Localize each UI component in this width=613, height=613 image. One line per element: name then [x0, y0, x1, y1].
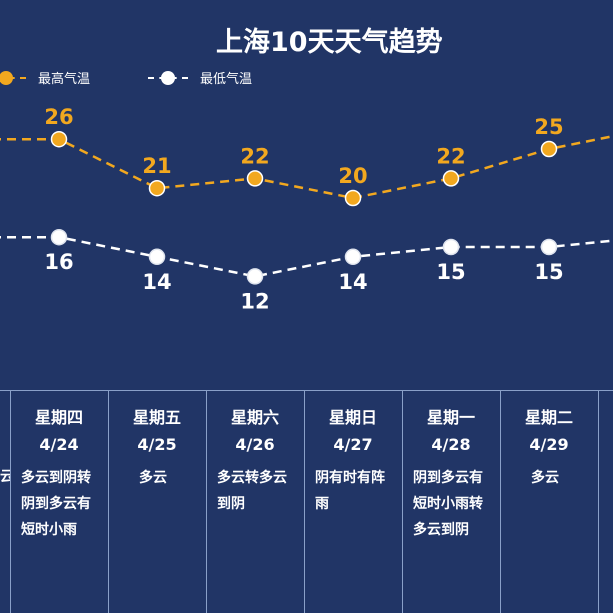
table-top-border — [0, 390, 613, 391]
weather-line: 多云到阴转 — [21, 470, 91, 486]
legend-high-swatch — [0, 70, 26, 85]
legend-low-swatch — [148, 70, 188, 85]
low-temp-label: 15 — [436, 260, 465, 284]
date-label: 4/28 — [431, 435, 471, 454]
forecast-day-column: 星期六 4/26 多云转多云 到阴 — [207, 390, 303, 613]
high-temp-line — [0, 134, 613, 200]
forecast-day-column: 星期二 4/29 多云 — [501, 390, 597, 613]
high-temp-point — [50, 130, 68, 148]
low-temp-point — [540, 238, 558, 256]
temperature-line-chart: 26 21 22 20 22 25 16 14 12 14 15 15 — [0, 105, 613, 313]
table-column-divider — [206, 390, 207, 613]
forecast-day-column: 星期日 4/27 阴有时有阵 雨 — [305, 390, 401, 613]
weather-description: 阴有时有阵 雨 — [315, 465, 397, 517]
low-temp-label: 16 — [44, 250, 73, 274]
low-temp-label: 15 — [534, 260, 563, 284]
high-temp-point — [344, 189, 362, 207]
low-temp-point — [50, 228, 68, 246]
high-temp-label: 22 — [240, 144, 269, 168]
high-temp-label: 22 — [436, 144, 465, 168]
weather-description: 多云 — [531, 465, 593, 491]
weather-line: 阴到多云有 — [21, 496, 91, 512]
table-column-divider — [10, 390, 11, 613]
date-label: 4/25 — [137, 435, 177, 454]
low-temp-point — [344, 248, 362, 266]
weekday-label: 星期日 — [328, 408, 377, 427]
low-temp-label: 14 — [338, 270, 367, 294]
weather-line: 阴到多云有 — [413, 470, 483, 486]
weekday-label: 星期一 — [426, 408, 475, 427]
weekday-label: 星期四 — [34, 408, 83, 427]
date-label: 4/29 — [529, 435, 569, 454]
weather-line: 短时小雨转 — [413, 496, 483, 512]
table-column-divider — [598, 390, 599, 613]
weather-line: 阴有时有阵 — [315, 470, 385, 486]
low-temp-line — [0, 235, 613, 278]
weather-line: 雨 — [315, 496, 329, 512]
weather-description: 阴到多云有 短时小雨转 多云到阴 — [413, 465, 495, 543]
low-temp-point — [442, 238, 460, 256]
high-temp-label: 21 — [142, 154, 171, 178]
table-column-divider — [500, 390, 501, 613]
forecast-day-column: 星期一 4/28 阴到多云有 短时小雨转 多云到阴 — [403, 390, 499, 613]
weather-line: 多云 — [531, 470, 559, 486]
weather-description: 多云到阴转 阴到多云有 短时小雨 — [21, 465, 103, 543]
weather-description: 多云转多云 到阴 — [217, 465, 299, 517]
forecast-day-column: 星期五 4/25 多云 — [109, 390, 205, 613]
table-column-divider — [304, 390, 305, 613]
date-label: 4/24 — [39, 435, 79, 454]
legend-high: 最高气温 — [0, 68, 90, 87]
legend-high-label: 最高气温 — [38, 72, 91, 87]
forecast-table: 星期四 4/24 多云到阴转 阴到多云有 短时小雨 星期五 4/25 多云 星期… — [0, 390, 613, 613]
high-temp-point — [148, 179, 166, 197]
weekday-label: 星期二 — [524, 408, 573, 427]
high-temp-label: 20 — [338, 164, 367, 188]
weather-line: 多云 — [139, 470, 167, 486]
high-temp-label: 26 — [44, 105, 73, 129]
weather-line: 短时小雨 — [21, 522, 77, 538]
table-column-divider — [108, 390, 109, 613]
low-temp-label: 14 — [142, 270, 171, 294]
weather-line: 到阴 — [217, 496, 245, 512]
weekday-label: 星期五 — [132, 408, 181, 427]
left-edge-weather-text: 云 — [0, 469, 10, 485]
legend-low: 最低气温 — [148, 68, 252, 87]
chart-title: 上海10天天气趋势 — [216, 27, 443, 58]
weather-description: 多云 — [139, 465, 201, 491]
weekday-label: 星期六 — [230, 408, 279, 427]
high-temp-point — [442, 170, 460, 187]
low-temp-label: 12 — [240, 289, 269, 313]
forecast-day-column: 星期四 4/24 多云到阴转 阴到多云有 短时小雨 — [11, 390, 107, 613]
low-temp-point — [148, 248, 166, 266]
date-label: 4/26 — [235, 435, 275, 454]
high-temp-point — [540, 140, 558, 158]
high-temp-label: 25 — [534, 115, 563, 139]
weather-line: 多云转多云 — [217, 470, 287, 486]
high-temp-point — [246, 170, 264, 187]
weather-line: 多云到阴 — [413, 522, 469, 538]
legend-low-label: 最低气温 — [200, 72, 253, 87]
table-column-divider — [402, 390, 403, 613]
date-label: 4/27 — [333, 435, 373, 454]
low-temp-point — [246, 268, 264, 285]
